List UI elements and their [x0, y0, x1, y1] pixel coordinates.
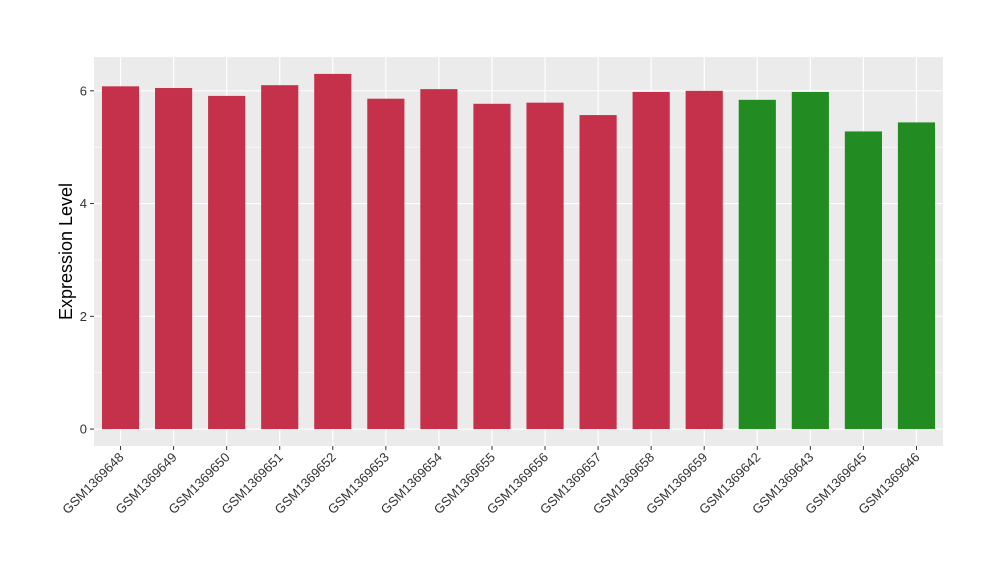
y-tick-label: 6 — [80, 83, 87, 98]
bar-GSM1369654 — [420, 89, 458, 430]
bar-GSM1369656 — [526, 102, 564, 430]
bar-GSM1369655 — [473, 103, 511, 430]
bar-GSM1369653 — [367, 98, 405, 430]
y-tick-label: 0 — [80, 422, 87, 437]
x-axis-ticks: GSM1369648GSM1369649GSM1369650GSM1369651… — [59, 446, 923, 517]
bar-GSM1369658 — [632, 91, 670, 430]
bars — [101, 73, 936, 430]
bar-GSM1369649 — [155, 88, 193, 430]
y-axis-title: Expression Level — [56, 183, 76, 320]
y-tick-label: 4 — [80, 196, 87, 211]
bar-GSM1369642 — [738, 99, 776, 430]
y-axis-ticks: 0 2 4 6 — [80, 83, 94, 437]
bar-GSM1369651 — [261, 85, 299, 430]
bar-GSM1369648 — [101, 86, 140, 430]
y-tick-label: 2 — [80, 309, 87, 324]
bar-GSM1369657 — [579, 115, 617, 430]
bar-GSM1369650 — [208, 95, 246, 430]
bar-GSM1369646 — [897, 122, 936, 430]
bar-GSM1369652 — [314, 73, 352, 430]
bar-GSM1369659 — [685, 90, 723, 430]
bar-GSM1369645 — [844, 131, 882, 430]
bar-GSM1369643 — [791, 91, 829, 430]
